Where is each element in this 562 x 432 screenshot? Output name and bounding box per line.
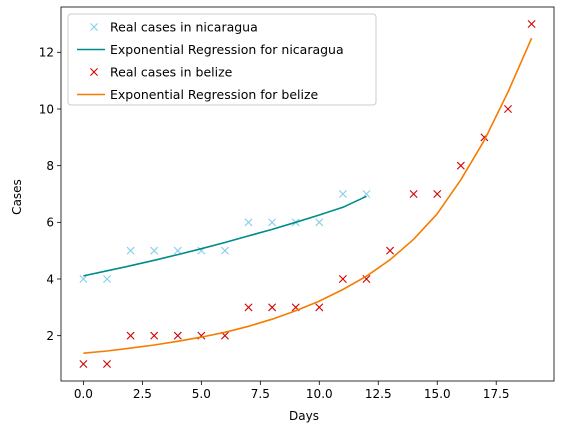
x-tick-label: 7.5 (251, 387, 270, 401)
x-axis-label: Days (289, 409, 319, 423)
data-point (386, 246, 395, 255)
data-point (150, 246, 159, 255)
y-tick-label: 12 (39, 46, 54, 60)
data-point (126, 246, 135, 255)
data-point (150, 331, 159, 340)
data-point (362, 275, 371, 283)
data-point (103, 275, 111, 283)
x-tick-label: 17.5 (483, 387, 510, 401)
data-point (220, 246, 229, 255)
y-tick-label: 10 (39, 102, 54, 116)
regression-line (83, 195, 367, 277)
x-tick-label: 10.0 (306, 387, 333, 401)
y-tick-label: 6 (46, 216, 54, 230)
data-point (315, 303, 324, 312)
x-tick-label: 2.5 (133, 387, 152, 401)
x-tick-label: 12.5 (365, 387, 392, 401)
data-point (79, 360, 88, 368)
series-2 (79, 20, 536, 368)
series-3 (83, 37, 533, 354)
regression-line (83, 37, 533, 354)
legend: Real cases in nicaragua Exponential Regre… (67, 13, 377, 106)
x-tick-label: 15.0 (424, 387, 451, 401)
legend-label: Exponential Regression for nicaragua (110, 42, 344, 57)
legend-label: Real cases in belize (110, 65, 233, 80)
y-tick-label: 2 (46, 329, 54, 343)
axes-frame (60, 6, 555, 382)
data-point (504, 105, 512, 113)
data-point (456, 161, 465, 170)
y-tick-label: 4 (46, 272, 54, 286)
y-axis-label: Cases (10, 179, 24, 215)
data-point (268, 303, 277, 312)
data-point (433, 190, 442, 198)
y-tick-label: 8 (46, 159, 54, 173)
data-point (126, 331, 135, 340)
legend-box (67, 13, 377, 106)
legend-label: Exponential Regression for belize (110, 87, 319, 102)
legend-swatch (90, 23, 98, 31)
data-point (173, 331, 182, 340)
x-tick-label: 5.0 (192, 387, 211, 401)
plot-area: 0.0 2.5 5.0 7.5 10.0 12.5 15.0 17.5 2 4 6 8 10 12 (39, 6, 555, 401)
data-point (244, 303, 253, 312)
legend-label: Real cases in nicaragua (110, 20, 258, 35)
legend-swatch (90, 68, 98, 76)
data-point (244, 218, 253, 227)
data-point (338, 190, 347, 198)
data-point (315, 218, 324, 227)
data-point (79, 275, 88, 283)
x-tick-label: 0.0 (74, 387, 93, 401)
data-point (409, 190, 418, 198)
data-point (103, 360, 111, 368)
data-point (362, 190, 371, 198)
data-point (173, 246, 182, 255)
data-point (527, 20, 536, 28)
series-1 (83, 195, 367, 277)
data-point (268, 218, 277, 227)
data-point (338, 275, 347, 283)
